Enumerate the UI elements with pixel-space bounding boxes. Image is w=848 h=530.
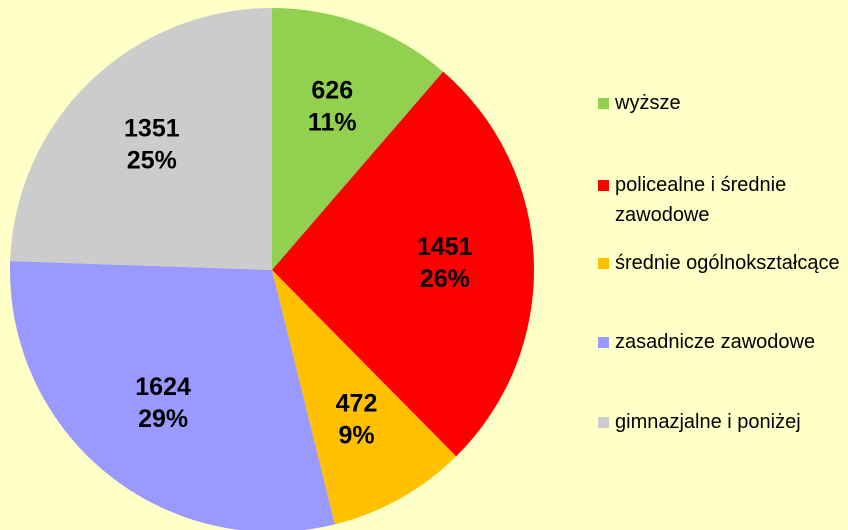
data-label: 1351: [124, 114, 180, 142]
legend-swatch: [598, 337, 609, 348]
legend-item: wyższe: [598, 88, 846, 118]
legend-item: średnie ogólnokształcące: [598, 248, 846, 278]
percent-label: 9%: [338, 421, 374, 449]
pie-slice: [272, 270, 457, 525]
legend-swatch: [598, 180, 609, 191]
percent-label: 25%: [127, 146, 177, 174]
legend-item: zasadnicze zawodowe: [598, 327, 846, 357]
pie-slice: [10, 261, 335, 530]
legend-label: wyższe: [615, 92, 681, 114]
legend-swatch: [598, 258, 609, 269]
percent-label: 26%: [420, 265, 470, 293]
data-label: 1451: [417, 233, 473, 261]
legend-label: policealne i średnie zawodowe: [615, 174, 787, 226]
percent-label: 29%: [138, 405, 188, 433]
data-label: 472: [336, 389, 378, 417]
pie-slice: [272, 71, 534, 457]
legend-label: średnie ogólnokształcące: [615, 252, 840, 274]
legend-swatch: [598, 417, 609, 428]
legend-item: policealne i średnie zawodowe: [598, 170, 846, 230]
data-label: 1624: [135, 373, 191, 401]
pie-slice: [10, 8, 272, 270]
legend-label: gimnazjalne i poniżej: [615, 411, 801, 433]
percent-label: 11%: [308, 109, 357, 137]
pie-slice: [272, 8, 444, 270]
legend-item: gimnazjalne i poniżej: [598, 407, 846, 437]
legend-swatch: [598, 98, 609, 109]
data-label: 626: [311, 77, 353, 105]
legend-label: zasadnicze zawodowe: [615, 331, 816, 353]
